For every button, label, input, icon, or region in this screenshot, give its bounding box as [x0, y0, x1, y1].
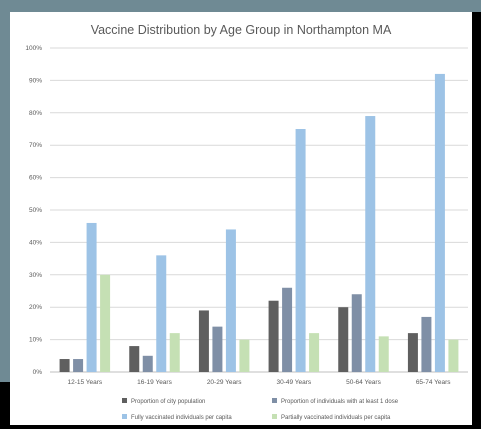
chart-title: Vaccine Distribution by Age Group in Nor…	[91, 23, 392, 37]
bar	[351, 294, 362, 372]
legend: Proportion of city population Proportion …	[122, 398, 399, 421]
bars	[59, 73, 459, 373]
bar	[198, 310, 209, 372]
y-axis: 0% 10% 20% 30% 40% 50% 60% 70% 80% 90% 100%	[25, 45, 42, 376]
y-tick-label: 70%	[29, 142, 42, 149]
window-frame-top	[0, 0, 481, 12]
bar	[129, 346, 140, 372]
y-tick-label: 30%	[29, 272, 42, 279]
bar	[239, 339, 250, 372]
y-tick-label: 20%	[29, 304, 42, 311]
legend-swatch	[272, 398, 277, 403]
bar	[59, 359, 70, 372]
bar	[73, 359, 84, 372]
bar	[100, 274, 111, 372]
bar	[156, 255, 167, 372]
y-tick-label: 0%	[33, 369, 43, 376]
y-tick-label: 50%	[29, 207, 42, 214]
chart-card: Vaccine Distribution by Age Group in Nor…	[10, 12, 472, 425]
gridlines	[50, 47, 468, 373]
x-tick-label: 16-19 Years	[137, 379, 172, 386]
bar	[309, 333, 320, 372]
legend-label: Proportion of individuals with at least …	[281, 399, 399, 405]
x-axis: 12-15 Years 16-19 Years 20-29 Years 30-49 Y…	[67, 379, 451, 386]
bar	[225, 229, 236, 372]
legend-swatch	[122, 398, 127, 403]
bar	[448, 339, 459, 372]
bar	[295, 129, 306, 372]
x-tick-label: 30-49 Years	[276, 379, 311, 386]
bar	[142, 355, 153, 372]
bar	[365, 116, 376, 372]
x-tick-label: 65-74 Years	[416, 379, 451, 386]
bar-chart: Vaccine Distribution by Age Group in Nor…	[25, 23, 468, 421]
y-tick-label: 40%	[29, 239, 42, 246]
x-tick-label: 12-15 Years	[67, 379, 102, 386]
bar	[268, 300, 279, 372]
bar	[169, 333, 180, 372]
y-tick-label: 80%	[29, 110, 42, 117]
legend-label: Fully vaccinated individuals per capita	[131, 415, 232, 421]
x-tick-label: 50-64 Years	[346, 379, 381, 386]
bar	[86, 222, 97, 372]
bar	[212, 326, 223, 372]
bar	[378, 336, 389, 372]
legend-label: Proportion of city population	[131, 399, 205, 405]
y-tick-label: 100%	[25, 45, 42, 52]
bar	[282, 287, 293, 372]
window-frame-left	[0, 0, 10, 382]
y-tick-label: 60%	[29, 175, 42, 182]
bar	[407, 333, 418, 372]
legend-swatch	[122, 414, 127, 419]
x-tick-label: 20-29 Years	[207, 379, 242, 386]
y-tick-label: 90%	[29, 77, 42, 84]
y-tick-label: 10%	[29, 337, 42, 344]
legend-label: Partially vaccinated individuals per cap…	[281, 415, 391, 421]
legend-swatch	[272, 414, 277, 419]
bar	[434, 73, 445, 373]
bar	[421, 316, 432, 372]
bar	[338, 307, 349, 372]
